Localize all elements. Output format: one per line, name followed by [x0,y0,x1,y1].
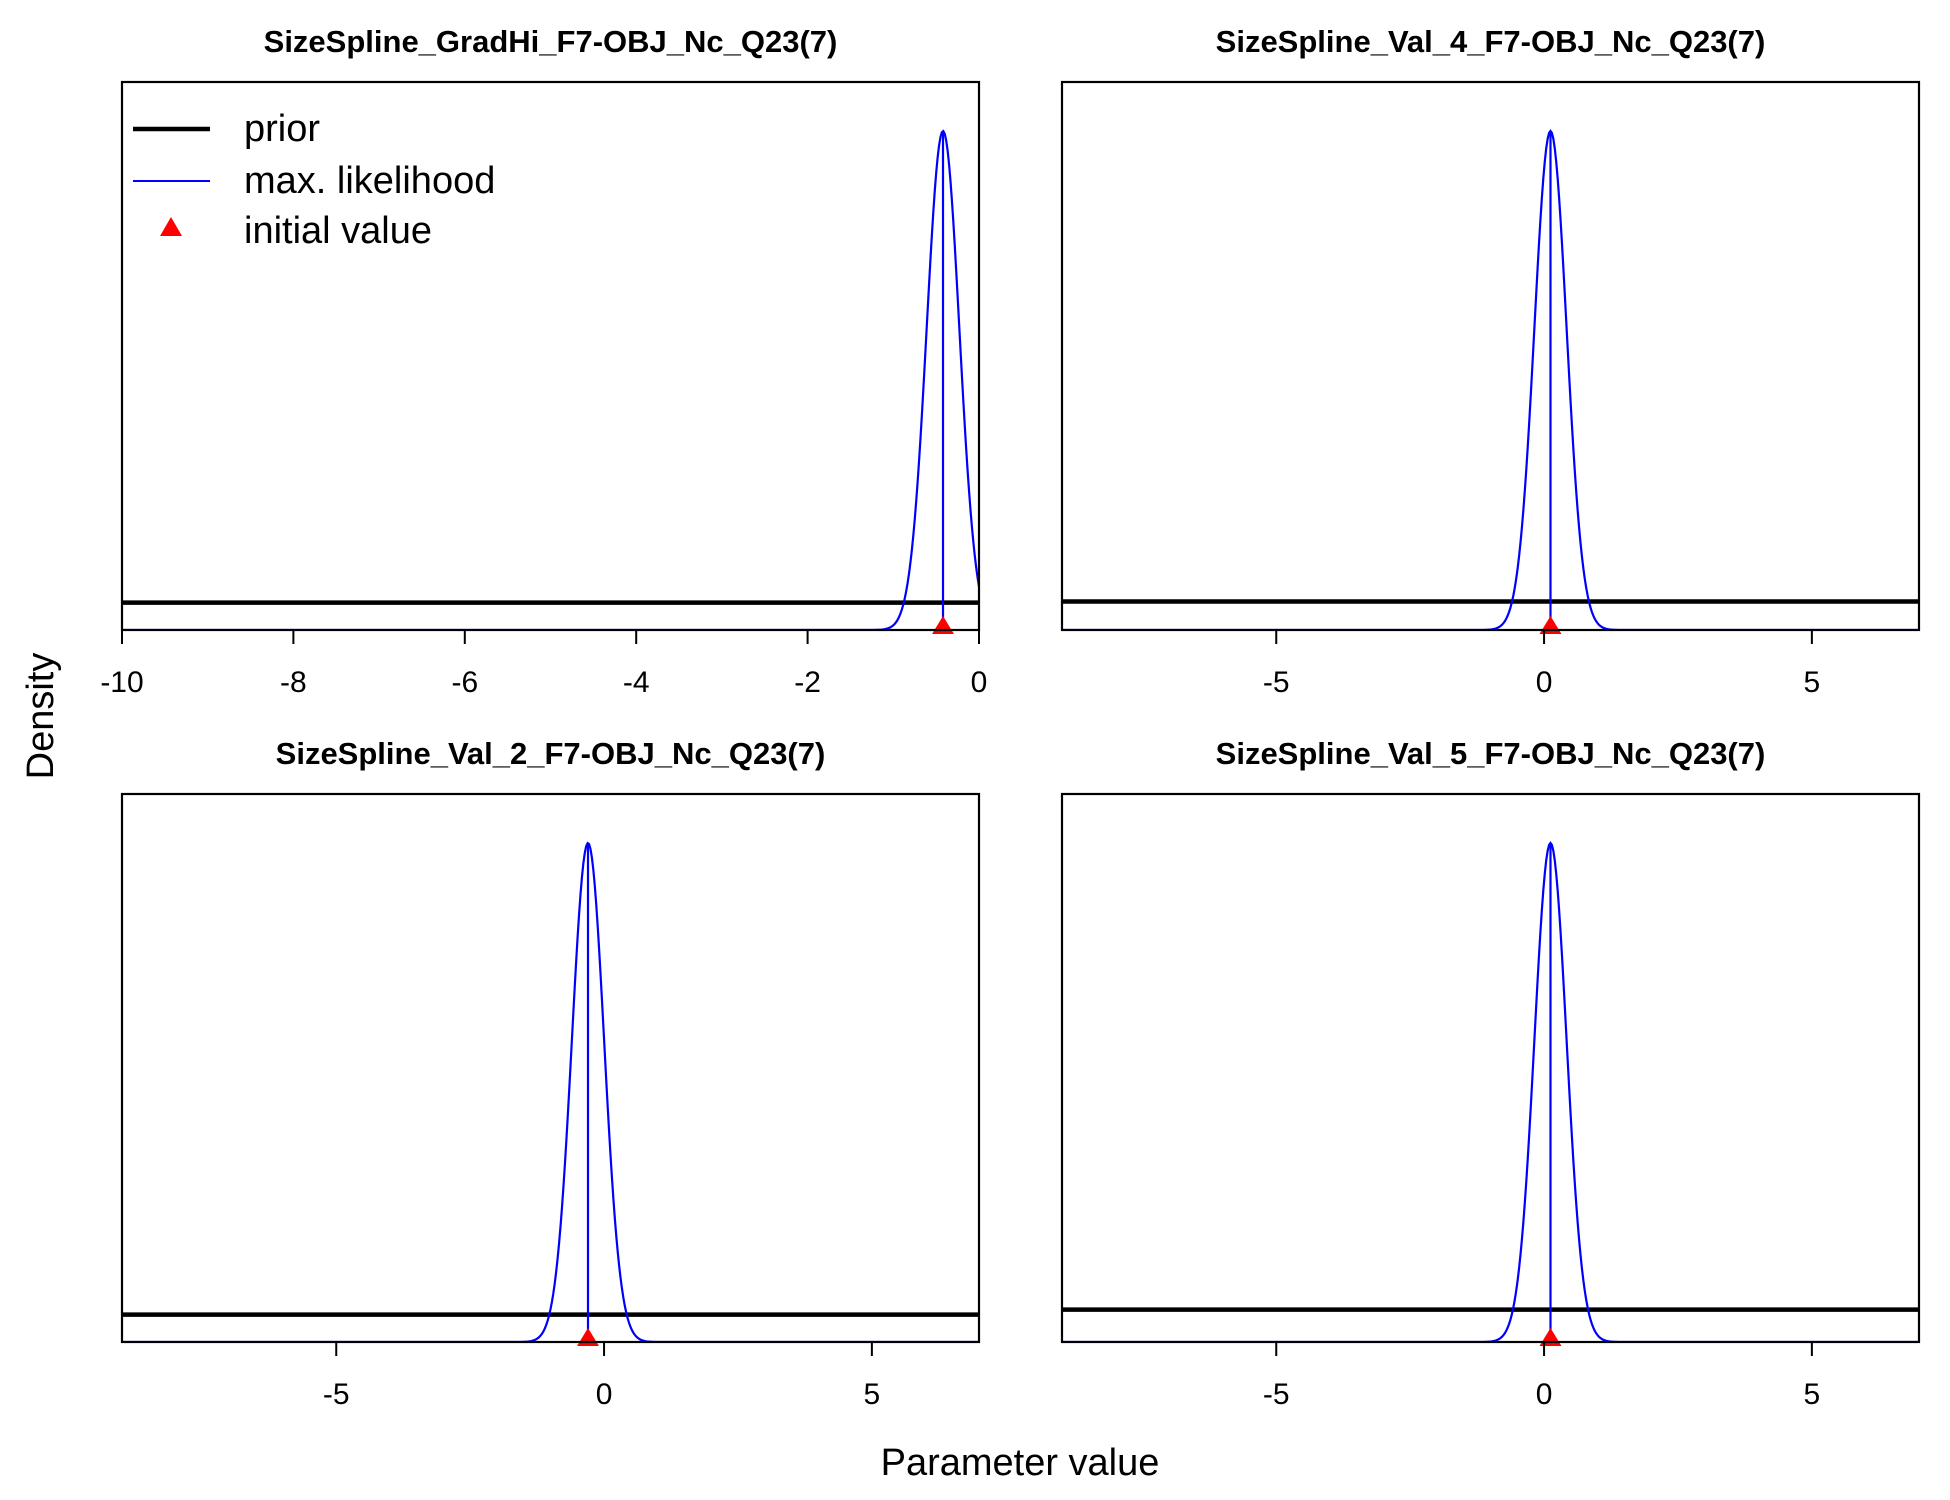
panel-2: SizeSpline_Val_4_F7-OBJ_Nc_Q23(7) -5 0 5 [1060,24,1921,699]
legend-initial-swatch [160,217,182,236]
panel-1: SizeSpline_GradHi_F7-OBJ_Nc_Q23(7) -10 -8 -… [100,24,987,699]
x-tick-label: 5 [864,1378,881,1411]
x-tick-label: 5 [1804,1378,1821,1411]
x-tick-label: 5 [1804,666,1821,699]
panel-title: SizeSpline_Val_4_F7-OBJ_Nc_Q23(7) [1216,24,1766,59]
x-tick-label: 0 [1536,666,1553,699]
x-tick-label: 0 [971,666,988,699]
plot-frame [1060,792,1921,1344]
x-axis-title: Parameter value [881,1442,1160,1484]
plot-frame [120,80,981,632]
x-tick-label: -5 [1263,1378,1290,1411]
x-tick-label: -4 [623,666,650,699]
x-tick-label: -5 [323,1378,350,1411]
legend-mle-label: max. likelihood [244,160,495,202]
y-axis-title: Density [20,653,62,780]
x-tick-label: -2 [794,666,821,699]
x-tick-label: -6 [451,666,478,699]
panel-4: SizeSpline_Val_5_F7-OBJ_Nc_Q23(7) -5 0 5 [1060,736,1921,1411]
x-tick-label: -10 [100,666,143,699]
mle-curve [122,841,979,1342]
panel-title: SizeSpline_Val_5_F7-OBJ_Nc_Q23(7) [1216,736,1766,771]
x-tick-label: -5 [1263,666,1290,699]
legend-initial-label: initial value [244,210,432,252]
panels: SizeSpline_GradHi_F7-OBJ_Nc_Q23(7) -10 -8 -… [100,24,1921,1411]
panel-title: SizeSpline_GradHi_F7-OBJ_Nc_Q23(7) [264,24,838,59]
x-tick-label: 0 [596,1378,613,1411]
x-tick-label: 0 [1536,1378,1553,1411]
plot-frame [1060,80,1921,632]
legend-prior-label: prior [244,108,320,150]
legend: prior max. likelihood initial value [133,108,495,252]
x-tick-label: -8 [280,666,307,699]
plot-frame [120,792,981,1344]
panel-3: SizeSpline_Val_2_F7-OBJ_Nc_Q23(7) -5 0 5 [120,736,981,1411]
panel-title: SizeSpline_Val_2_F7-OBJ_Nc_Q23(7) [276,736,826,771]
